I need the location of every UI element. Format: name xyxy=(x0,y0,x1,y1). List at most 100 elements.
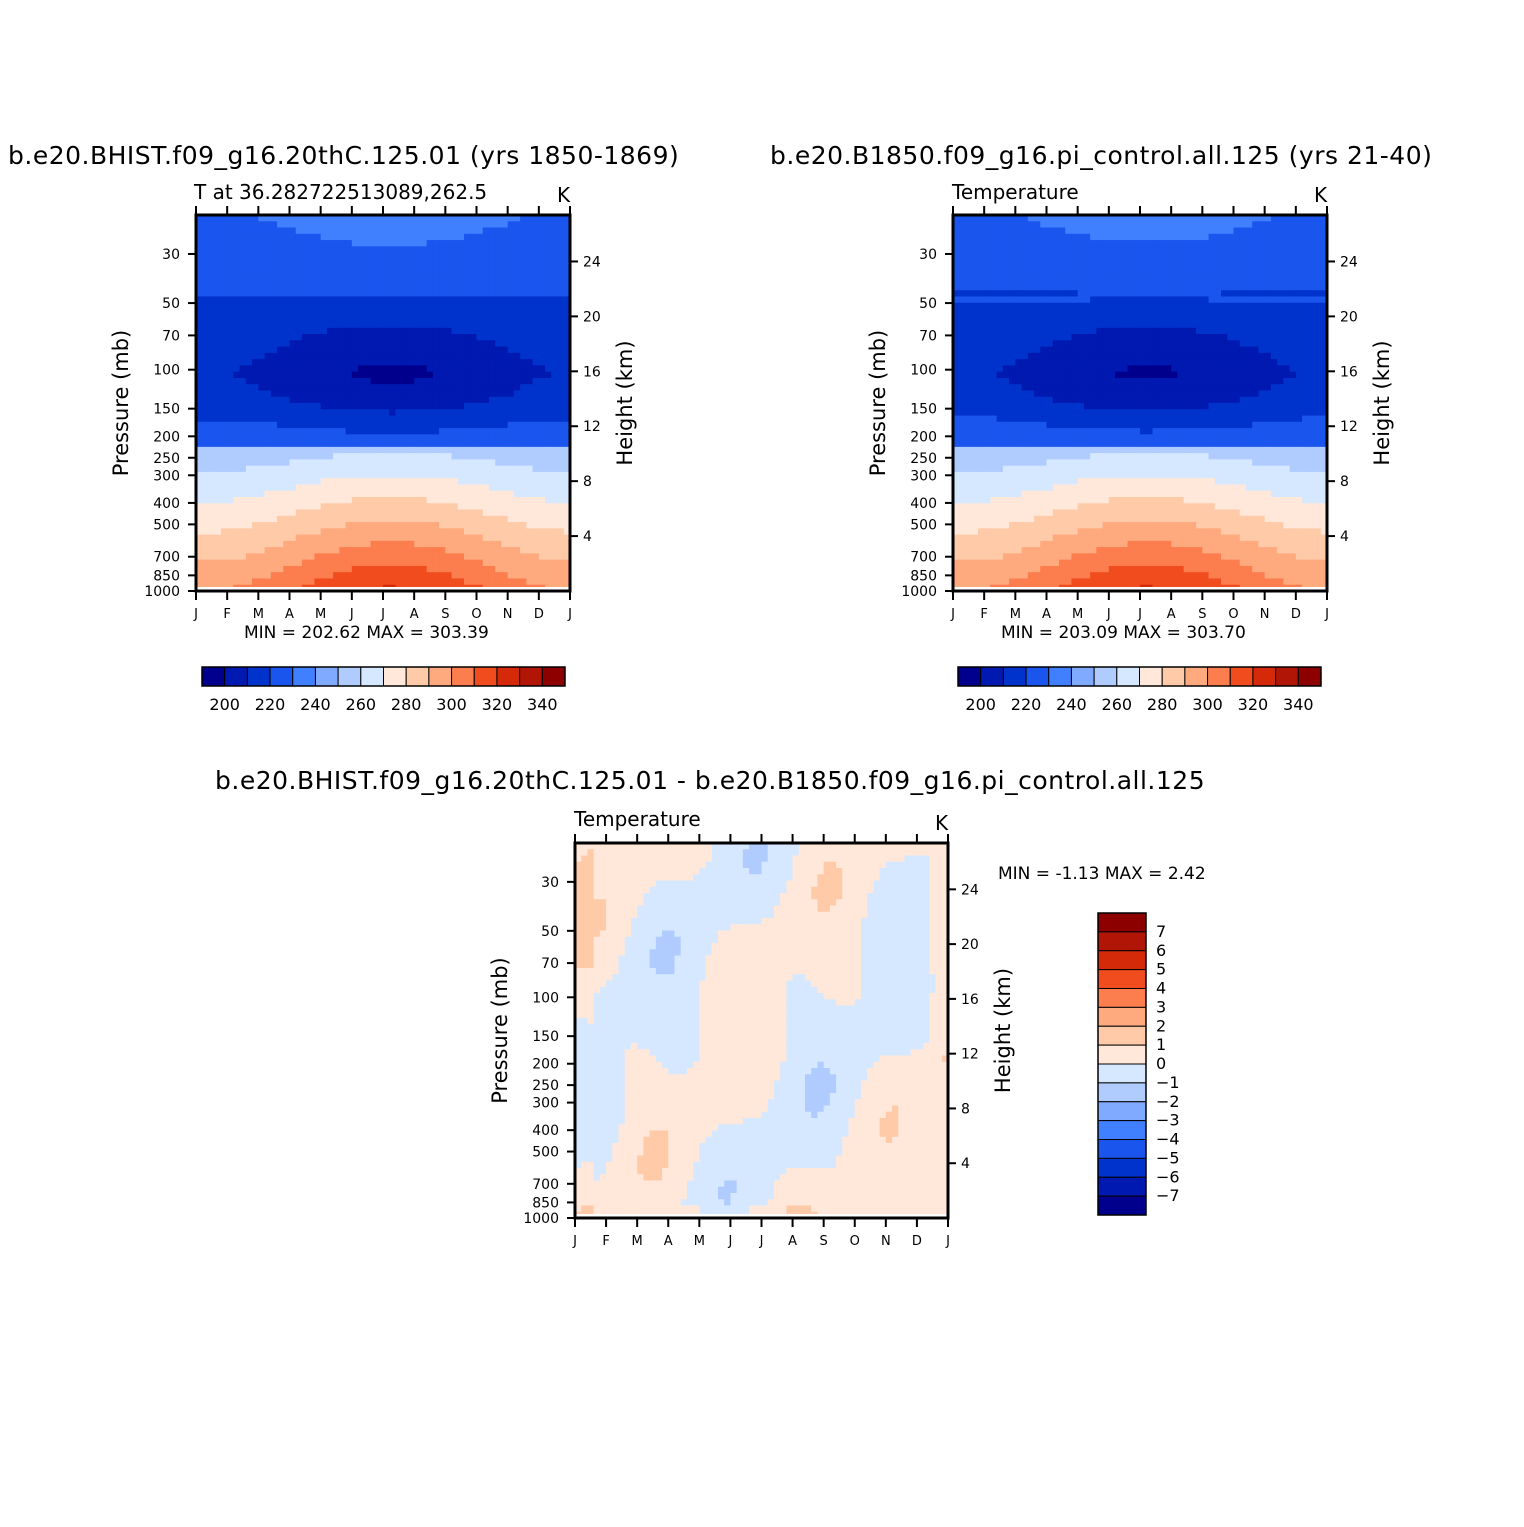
field-cell xyxy=(470,309,478,316)
field-cell xyxy=(1083,283,1091,291)
field-cell xyxy=(532,346,540,354)
field-cell xyxy=(439,302,446,310)
field-cell xyxy=(482,359,490,366)
field-cell xyxy=(1189,240,1197,247)
field-cell xyxy=(308,396,316,404)
field-cell xyxy=(538,246,546,254)
field-cell xyxy=(389,240,397,247)
field-cell xyxy=(376,534,384,542)
field-cell xyxy=(439,471,446,479)
field-cell xyxy=(420,534,428,542)
field-cell xyxy=(977,215,985,222)
field-cell xyxy=(451,283,459,291)
field-cell xyxy=(339,390,347,398)
field-cell xyxy=(270,296,278,304)
field-cell xyxy=(432,434,440,442)
field-cell xyxy=(482,315,490,323)
field-cell xyxy=(439,271,446,279)
field-cell xyxy=(426,246,434,254)
field-cell xyxy=(457,515,465,523)
field-cell xyxy=(239,522,247,529)
field-cell xyxy=(1227,221,1235,229)
field-cell xyxy=(245,484,253,492)
field-cell xyxy=(407,290,415,298)
field-cell xyxy=(971,302,979,310)
field-cell xyxy=(1121,271,1129,279)
field-cell xyxy=(258,215,266,222)
field-cell xyxy=(1040,296,1048,304)
field-cell xyxy=(295,428,303,435)
field-cell xyxy=(457,359,465,366)
field-cell xyxy=(451,565,459,573)
field-cell xyxy=(1258,309,1266,316)
field-cell xyxy=(364,409,372,417)
field-cell xyxy=(289,547,297,554)
field-cell xyxy=(370,534,378,542)
field-cell xyxy=(383,497,390,504)
field-cell xyxy=(383,315,390,323)
field-cell xyxy=(1077,227,1085,235)
field-cell xyxy=(470,258,478,266)
field-cell xyxy=(339,359,347,366)
field-cell xyxy=(339,497,347,504)
field-cell xyxy=(953,290,960,298)
field-cell xyxy=(1295,215,1303,222)
field-cell xyxy=(426,233,434,241)
field-cell xyxy=(351,421,359,429)
field-cell xyxy=(308,334,316,341)
field-cell xyxy=(557,459,565,467)
field-cell xyxy=(345,334,353,341)
field-cell xyxy=(513,415,521,423)
field-cell xyxy=(513,240,521,247)
field-cell xyxy=(488,540,496,548)
field-cell xyxy=(1164,246,1172,254)
field-cell xyxy=(984,321,991,329)
field-cell xyxy=(1227,302,1235,310)
field-cell xyxy=(401,478,409,486)
field-cell xyxy=(426,365,434,373)
field-cell xyxy=(401,265,409,272)
field-cell xyxy=(376,371,384,379)
field-cell xyxy=(482,503,490,511)
field-cell xyxy=(320,534,328,542)
field-cell xyxy=(1046,258,1054,266)
field-cell xyxy=(1121,334,1129,341)
height-tick-label: 24 xyxy=(583,254,601,270)
field-cell xyxy=(1121,283,1129,291)
field-cell xyxy=(264,565,272,573)
field-cell xyxy=(239,309,247,316)
field-cell xyxy=(1140,227,1147,235)
field-cell xyxy=(289,434,297,442)
field-cell xyxy=(345,227,353,235)
field-cell xyxy=(376,227,384,235)
field-cell xyxy=(358,403,365,410)
field-cell xyxy=(264,553,272,561)
field-cell xyxy=(333,440,340,448)
field-cell xyxy=(389,428,397,435)
field-cell xyxy=(1077,321,1085,329)
field-cell xyxy=(1090,252,1097,260)
field-cell xyxy=(1283,321,1291,329)
field-cell xyxy=(320,446,328,454)
field-cell xyxy=(245,390,253,398)
field-cell xyxy=(358,365,365,373)
field-cell xyxy=(208,277,216,285)
field-cell xyxy=(457,465,465,473)
field-cell xyxy=(1221,321,1228,329)
field-cell xyxy=(1227,215,1235,222)
field-cell xyxy=(482,258,490,266)
field-cell xyxy=(557,365,565,373)
field-cell xyxy=(277,428,284,435)
field-cell xyxy=(557,465,565,473)
field-cell xyxy=(414,290,421,298)
field-cell xyxy=(289,227,297,235)
field-cell xyxy=(545,409,552,417)
field-cell xyxy=(333,340,340,348)
field-cell xyxy=(1046,277,1054,285)
field-cell xyxy=(320,459,328,467)
field-cell xyxy=(1077,340,1085,348)
field-cell xyxy=(220,390,228,398)
field-cell xyxy=(557,484,565,492)
field-cell xyxy=(364,497,372,504)
field-cell xyxy=(1133,346,1141,354)
